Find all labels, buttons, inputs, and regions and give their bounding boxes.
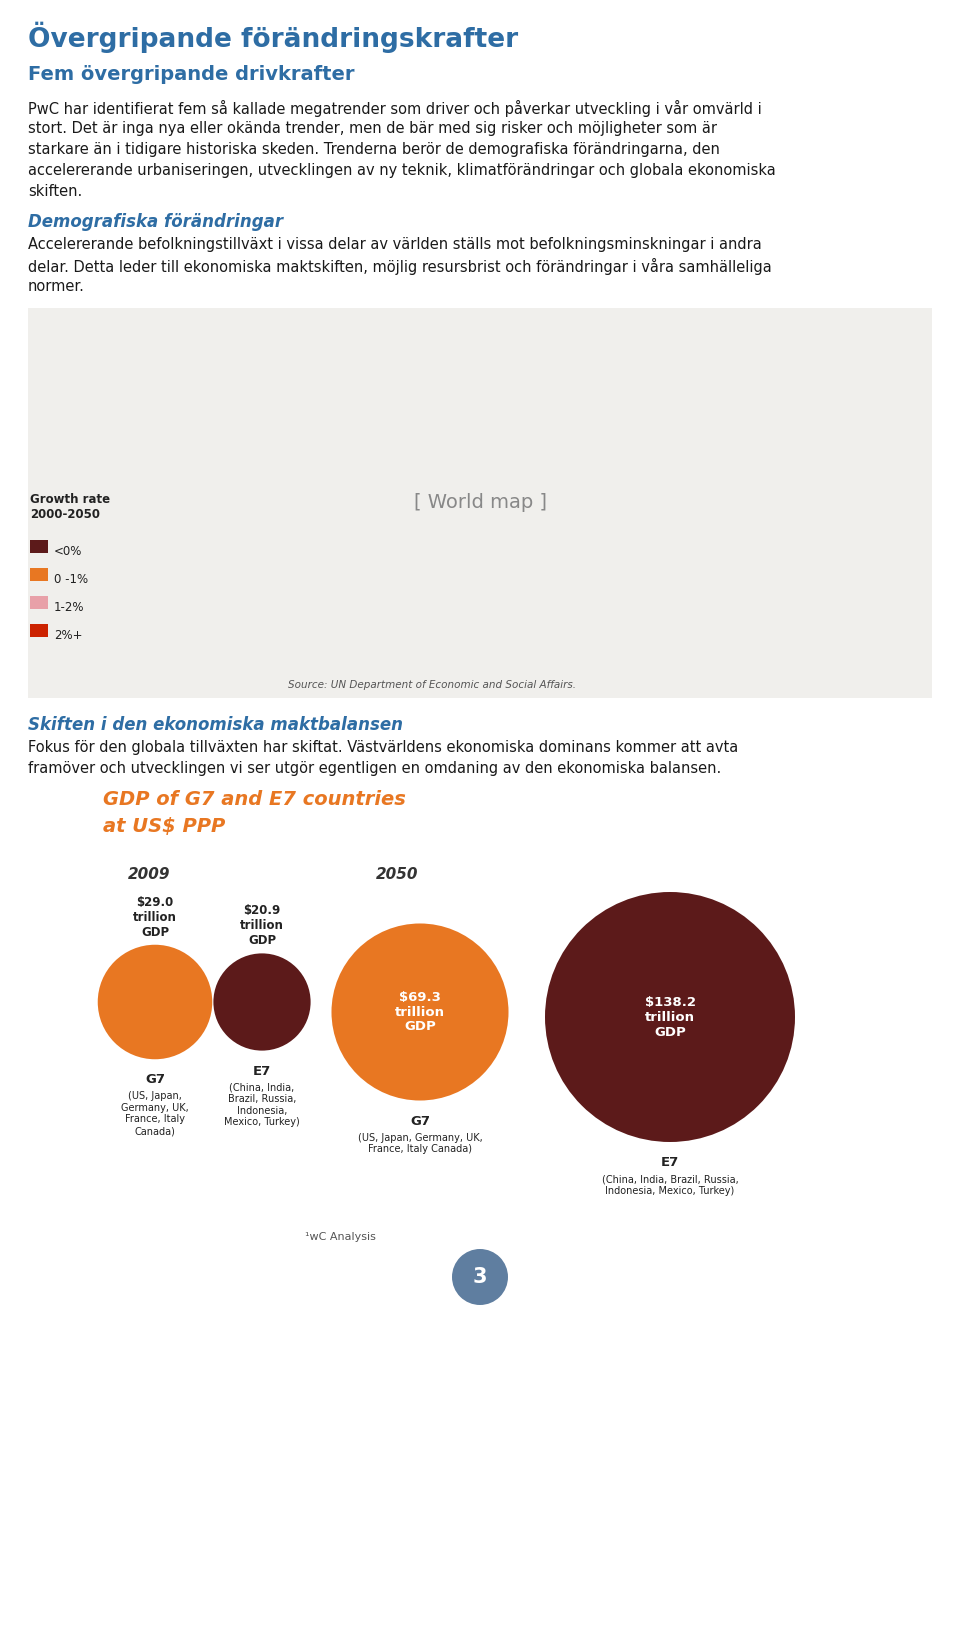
Circle shape <box>98 945 212 1059</box>
Text: 0 -1%: 0 -1% <box>54 572 88 585</box>
Circle shape <box>331 924 509 1101</box>
Text: PwC har identifierat fem så kallade megatrender som driver och påverkar utveckli: PwC har identifierat fem så kallade mega… <box>28 101 761 117</box>
Text: 2009: 2009 <box>128 867 171 881</box>
Text: <0%: <0% <box>54 545 83 558</box>
Text: Övergripande förändringskrafter: Övergripande förändringskrafter <box>28 23 518 54</box>
Text: Skiften i den ekonomiska maktbalansen: Skiften i den ekonomiska maktbalansen <box>28 715 403 733</box>
Text: E7: E7 <box>660 1156 679 1169</box>
Text: Growth rate
2000-2050: Growth rate 2000-2050 <box>30 493 110 520</box>
Text: (US, Japan, Germany, UK,
France, Italy Canada): (US, Japan, Germany, UK, France, Italy C… <box>358 1133 482 1154</box>
Text: G7: G7 <box>145 1073 165 1086</box>
Text: 2050: 2050 <box>376 867 419 881</box>
Text: skiften.: skiften. <box>28 184 83 198</box>
Bar <box>30 567 48 580</box>
Text: (China, India, Brazil, Russia,
Indonesia, Mexico, Turkey): (China, India, Brazil, Russia, Indonesia… <box>602 1174 738 1195</box>
Bar <box>28 307 932 698</box>
Text: 2%+: 2%+ <box>54 629 83 642</box>
Text: G7: G7 <box>410 1114 430 1127</box>
Text: Demografiska förändringar: Demografiska förändringar <box>28 213 283 231</box>
Text: E7: E7 <box>252 1065 271 1078</box>
Text: ¹wC Analysis: ¹wC Analysis <box>304 1233 375 1242</box>
Text: accelererande urbaniseringen, utvecklingen av ny teknik, klimatförändringar och : accelererande urbaniseringen, utveckling… <box>28 163 776 177</box>
Text: $20.9
trillion
GDP: $20.9 trillion GDP <box>240 904 284 948</box>
Text: starkare än i tidigare historiska skeden. Trenderna berör de demografiska föränd: starkare än i tidigare historiska skeden… <box>28 141 720 158</box>
Text: Source: UN Department of Economic and Social Affairs.: Source: UN Department of Economic and So… <box>288 680 576 689</box>
Circle shape <box>545 893 795 1141</box>
Text: normer.: normer. <box>28 280 84 294</box>
Text: delar. Detta leder till ekonomiska maktskiften, möjlig resursbrist och förändrin: delar. Detta leder till ekonomiska makts… <box>28 259 772 275</box>
Text: 3: 3 <box>472 1267 488 1288</box>
Circle shape <box>213 953 311 1050</box>
Text: [ World map ]: [ World map ] <box>414 494 546 512</box>
Text: GDP of G7 and E7 countries: GDP of G7 and E7 countries <box>103 790 406 810</box>
Bar <box>30 540 48 553</box>
Text: Fokus för den globala tillväxten har skiftat. Västvärldens ekonomiska dominans k: Fokus för den globala tillväxten har ski… <box>28 740 738 754</box>
Text: (US, Japan,
Germany, UK,
France, Italy
Canada): (US, Japan, Germany, UK, France, Italy C… <box>121 1091 189 1137</box>
Text: Fem övergripande drivkrafter: Fem övergripande drivkrafter <box>28 65 354 85</box>
Circle shape <box>452 1249 508 1306</box>
Text: stort. Det är inga nya eller okända trender, men de bär med sig risker och möjli: stort. Det är inga nya eller okända tren… <box>28 120 717 137</box>
Text: $69.3
trillion
GDP: $69.3 trillion GDP <box>395 990 445 1034</box>
Bar <box>30 624 48 637</box>
Text: $29.0
trillion
GDP: $29.0 trillion GDP <box>133 896 177 938</box>
Text: Accelererande befolkningstillväxt i vissa delar av världen ställs mot befolkning: Accelererande befolkningstillväxt i viss… <box>28 237 761 252</box>
Text: 1-2%: 1-2% <box>54 602 84 615</box>
Text: at US$ PPP: at US$ PPP <box>103 816 226 836</box>
Text: framöver och utvecklingen vi ser utgör egentligen en omdaning av den ekonomiska : framöver och utvecklingen vi ser utgör e… <box>28 761 721 776</box>
Text: (China, India,
Brazil, Russia,
Indonesia,
Mexico, Turkey): (China, India, Brazil, Russia, Indonesia… <box>224 1083 300 1127</box>
Text: $138.2
trillion
GDP: $138.2 trillion GDP <box>644 995 695 1039</box>
Bar <box>30 597 48 610</box>
